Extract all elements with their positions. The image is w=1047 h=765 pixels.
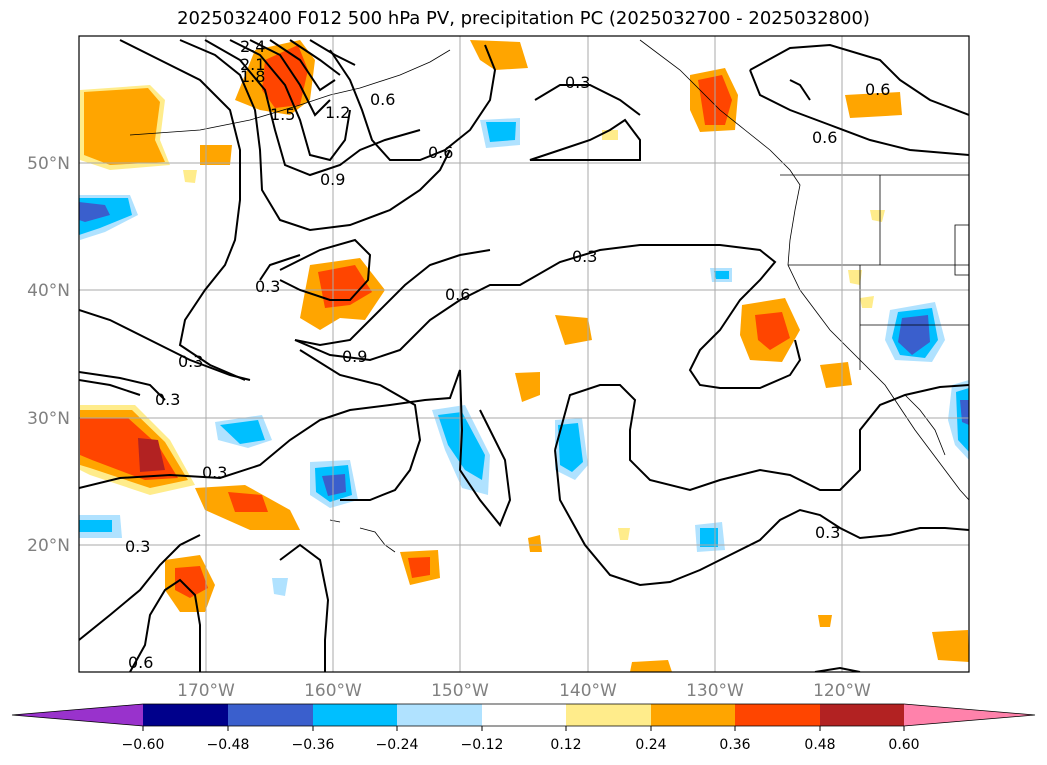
contour-label: 0.3	[815, 523, 840, 542]
colorbar-tick-label: 0.12	[550, 737, 581, 753]
contour-label: 1.5	[270, 105, 295, 124]
colorbar-tick-label: 0.60	[888, 737, 919, 753]
contour-label: 1.8	[240, 67, 265, 86]
colorbar-over-triangle	[904, 704, 1035, 726]
contour-label: 0.3	[155, 390, 180, 409]
contour-label: 0.6	[812, 128, 837, 147]
colorbar-tick-label: 0.24	[635, 737, 666, 753]
colorbar-bin	[228, 704, 313, 726]
colorbar-bin	[566, 704, 651, 726]
map-panel	[79, 36, 969, 672]
colorbar-tick-label: −0.60	[122, 737, 165, 753]
colorbar-tick-label: 0.36	[719, 737, 750, 753]
contour-label: 0.3	[255, 277, 280, 296]
lat-label-30n: 30°N	[27, 409, 70, 429]
contour-label: 0.6	[128, 653, 153, 672]
colorbar-bin	[313, 704, 397, 726]
gridlines	[79, 36, 969, 672]
contour-label: 0.6	[865, 80, 890, 99]
coastlines	[129, 39, 969, 553]
contour-label: 2.4	[240, 37, 265, 56]
precip-shading	[79, 40, 969, 672]
colorbar-bin	[651, 704, 735, 726]
contour-label: 0.6	[428, 143, 453, 162]
colorbar-tick-label: 0.48	[804, 737, 835, 753]
longitude-labels: 170°W 160°W 150°W 140°W 130°W 120°W	[177, 681, 871, 701]
contour-label: 0.9	[342, 347, 367, 366]
lat-label-40n: 40°N	[27, 281, 70, 301]
contour-label: 0.3	[178, 352, 203, 371]
lat-label-50n: 50°N	[27, 154, 70, 174]
colorbar-tick-label: −0.12	[461, 737, 504, 753]
colorbar-tick-label: −0.24	[376, 737, 419, 753]
lon-label-120w: 120°W	[813, 681, 871, 701]
colorbar-tick-label: −0.48	[207, 737, 250, 753]
lon-label-150w: 150°W	[431, 681, 489, 701]
colorbar-bin	[397, 704, 482, 726]
contour-label: 0.3	[202, 463, 227, 482]
contour-label: 0.6	[445, 285, 470, 304]
contour-label: 0.3	[125, 537, 150, 556]
colorbar-under-triangle	[12, 704, 143, 726]
contour-label: 0.3	[565, 73, 590, 92]
contour-label: 0.6	[370, 90, 395, 109]
lon-label-160w: 160°W	[304, 681, 362, 701]
contour-label: 2.1	[240, 55, 265, 74]
colorbar: −0.60 −0.48 −0.36 −0.24 −0.12 0.12 0.24 …	[11, 703, 1036, 753]
latitude-labels: 20°N 30°N 40°N 50°N	[27, 154, 70, 556]
pv-contours	[79, 39, 969, 672]
lat-label-20n: 20°N	[27, 536, 70, 556]
contour-label: 0.9	[320, 170, 345, 189]
contour-label: 0.3	[572, 247, 597, 266]
colorbar-bin	[482, 704, 566, 726]
colorbar-bin	[735, 704, 820, 726]
contour-labels: 2.4 2.1 1.8 1.5 1.2 0.9 0.6 0.6 0.6 0.3 …	[125, 37, 890, 672]
lon-label-130w: 130°W	[686, 681, 744, 701]
lon-label-140w: 140°W	[559, 681, 617, 701]
colorbar-bin	[143, 704, 228, 726]
lon-label-170w: 170°W	[177, 681, 235, 701]
colorbar-bin	[820, 704, 904, 726]
map-title: 2025032400 F012 500 hPa PV, precipitatio…	[177, 8, 870, 29]
map-frame	[78, 35, 970, 673]
colorbar-tick-label: −0.36	[292, 737, 335, 753]
contour-label: 1.2	[325, 103, 350, 122]
